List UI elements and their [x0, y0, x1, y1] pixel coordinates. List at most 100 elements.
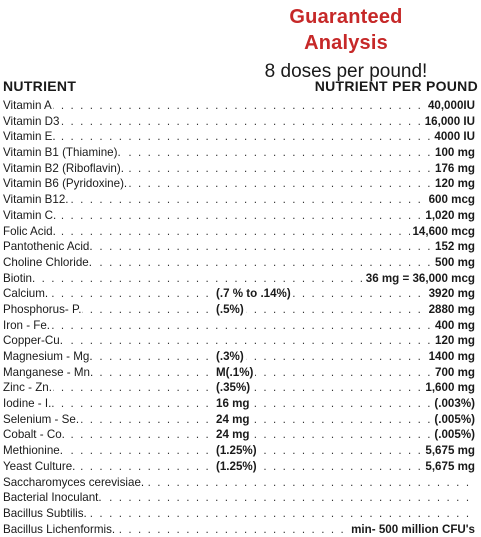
nutrient-row: . . . . . . . . . . . . . . . . . . . . …: [3, 474, 475, 491]
nutrient-row: . . . . . . . . . . . . . . . . . . . . …: [3, 301, 475, 318]
per-pound-column-header: NUTRIENT PER POUND: [314, 78, 478, 94]
nutrient-amount: 5,675 mg: [423, 458, 475, 475]
nutrient-row: . . . . . . . . . . . . . . . . . . . . …: [3, 411, 475, 428]
nutrient-name: Methionine.: [3, 443, 64, 459]
nutrient-percent: (.3%): [215, 349, 246, 365]
nutrient-amount: 152 mg: [433, 239, 475, 255]
nutrient-name: Vitamin B1 (Thiamine).: [3, 145, 122, 161]
nutrient-row: . . . . . . . . . . . . . . . . . . . . …: [3, 270, 475, 287]
nutrient-percent: 16 mg: [215, 396, 252, 412]
nutrient-row: . . . . . . . . . . . . . . . . . . . . …: [3, 160, 475, 177]
nutrient-amount: 500 mg: [433, 254, 475, 271]
nutrient-percent: 24 mg: [215, 427, 252, 444]
nutrient-row: . . . . . . . . . . . . . . . . . . . . …: [3, 207, 475, 224]
dot-leader: . . . . . . . . . . . . . . . . . . . . …: [3, 130, 475, 144]
column-headers: NUTRIENT NUTRIENT PER POUND: [3, 78, 478, 94]
dot-leader: . . . . . . . . . . . . . . . . . . . . …: [3, 99, 475, 112]
nutrient-name: Bacillus Subtilis.: [3, 505, 88, 522]
nutrient-percent: (.5%): [215, 301, 246, 318]
nutrient-name: Vitamin E.: [3, 129, 57, 146]
nutrient-amount: 3920 mg: [426, 286, 475, 302]
nutrient-amount: 400 mg: [433, 317, 475, 334]
nutrient-percent: (.35%): [215, 380, 253, 397]
nutrient-name: Folic Acid.: [3, 223, 57, 240]
nutrient-row: . . . . . . . . . . . . . . . . . . . . …: [3, 98, 475, 114]
nutrient-amount: (.005%): [432, 427, 475, 444]
nutrient-row: . . . . . . . . . . . . . . . . . . . . …: [3, 239, 475, 255]
nutrient-name: Bacterial Inoculant.: [3, 490, 103, 506]
page-subtitle: 8 doses per pound!: [264, 61, 428, 82]
nutrient-name: Yeast Culture.: [3, 458, 77, 475]
nutrient-amount: 5,675 mg: [423, 443, 475, 459]
nutrient-name: Biotin.: [3, 270, 37, 287]
nutrient-amount: 2880 mg: [426, 301, 475, 318]
nutrient-name: Choline Chloride.: [3, 254, 93, 271]
nutrient-row: . . . . . . . . . . . . . . . . . . . . …: [3, 333, 475, 349]
nutrient-row: . . . . . . . . . . . . . . . . . . . . …: [3, 505, 475, 522]
nutrient-name: Pantothenic Acid.: [3, 239, 94, 255]
page-title: Guaranteed Analysis: [289, 6, 403, 54]
nutrient-percent: 24 mg: [215, 411, 252, 428]
nutrient-name: Vitamin B2 (Riboflavin).: [3, 160, 125, 177]
nutrient-amount: min- 500 million CFU's: [349, 521, 475, 537]
dot-leader: . . . . . . . . . . . . . . . . . . . . …: [3, 114, 475, 128]
nutrient-percent: (1.25%): [215, 458, 259, 475]
dot-leader: . . . . . . . . . . . . . . . . . . . . …: [3, 224, 475, 238]
nutrient-name: Iron - Fe.: [3, 317, 52, 334]
nutrient-name: Zinc - Zn.: [3, 380, 53, 397]
nutrient-percent: (1.25%): [215, 443, 259, 459]
nutrient-amount: (.003%): [432, 396, 475, 412]
dot-leader: . . . . . . . . . . . . . . . . . . . . …: [3, 240, 475, 254]
nutrient-amount: 40,000IU: [425, 98, 475, 114]
nutrient-row: . . . . . . . . . . . . . . . . . . . . …: [3, 458, 475, 475]
nutrient-amount: 100 mg: [433, 145, 475, 161]
nutrient-amount: 120 mg: [433, 333, 475, 349]
dot-leader: . . . . . . . . . . . . . . . . . . . . …: [3, 193, 475, 207]
nutrient-percent: M(.1%): [215, 364, 256, 381]
nutrient-name: Bacillus Lichenformis.: [3, 521, 117, 537]
nutrient-name: Vitamin D3: [3, 113, 61, 130]
nutrient-name: Copper-Cu.: [3, 333, 64, 349]
nutrient-name: Calcium.: [3, 286, 50, 302]
nutrient-row: . . . . . . . . . . . . . . . . . . . . …: [3, 223, 475, 240]
nutrient-row: . . . . . . . . . . . . . . . . . . . . …: [3, 145, 475, 161]
nutrient-row: . . . . . . . . . . . . . . . . . . . . …: [3, 349, 475, 365]
nutrient-name: Vitamin B12.: [3, 192, 70, 208]
nutrient-amount: 600 mcg: [426, 192, 475, 208]
nutrient-name: Selenium - Se.: [3, 411, 81, 428]
nutrient-percent: (.7 % to .14%): [215, 286, 293, 302]
nutrient-amount: 4000 IU: [432, 129, 475, 146]
dot-leader: . . . . . . . . . . . . . . . . . . . . …: [3, 271, 475, 285]
nutrient-name: Saccharomyces cerevisiae.: [3, 474, 146, 491]
nutrient-name: Cobalt - Co.: [3, 427, 66, 444]
nutrient-row: . . . . . . . . . . . . . . . . . . . . …: [3, 521, 475, 537]
nutrient-amount: 1,600 mg: [423, 380, 475, 397]
analysis-header: Guaranteed Analysis 8 doses per pound!: [251, 4, 441, 84]
nutrient-amount: 16,000 IU: [422, 113, 475, 130]
nutrient-amount: 700 mg: [433, 364, 475, 381]
nutrient-row: . . . . . . . . . . . . . . . . . . . . …: [3, 113, 475, 130]
nutrient-amount: (.005%): [432, 411, 475, 428]
dot-leader: . . . . . . . . . . . . . . . . . . . . …: [3, 334, 475, 348]
nutrient-row: . . . . . . . . . . . . . . . . . . . . …: [3, 254, 475, 271]
nutrient-row: . . . . . . . . . . . . . . . . . . . . …: [3, 380, 475, 397]
nutrient-row: . . . . . . . . . . . . . . . . . . . . …: [3, 317, 475, 334]
nutrient-row: . . . . . . . . . . . . . . . . . . . . …: [3, 129, 475, 146]
nutrient-amount: 1400 mg: [426, 349, 475, 365]
nutrient-name: Magnesium - Mg.: [3, 349, 94, 365]
dot-leader: . . . . . . . . . . . . . . . . . . . . …: [3, 255, 475, 269]
nutrient-name: Vitamin C.: [3, 207, 58, 224]
nutrient-name: Phosphorus- P.: [3, 301, 83, 318]
nutrient-table: . . . . . . . . . . . . . . . . . . . . …: [3, 98, 475, 537]
nutrient-row: . . . . . . . . . . . . . . . . . . . . …: [3, 364, 475, 381]
nutrient-name: Vitamin B6 (Pyridoxine).: [3, 176, 129, 193]
nutrient-name: Manganese - Mn.: [3, 364, 95, 381]
nutrient-amount: 120 mg: [433, 176, 475, 193]
nutrient-row: . . . . . . . . . . . . . . . . . . . . …: [3, 490, 475, 506]
nutrient-row: . . . . . . . . . . . . . . . . . . . . …: [3, 396, 475, 412]
nutrient-row: . . . . . . . . . . . . . . . . . . . . …: [3, 192, 475, 208]
dot-leader: . . . . . . . . . . . . . . . . . . . . …: [3, 208, 475, 222]
nutrient-row: . . . . . . . . . . . . . . . . . . . . …: [3, 176, 475, 193]
nutrient-column-header: NUTRIENT: [3, 78, 77, 94]
nutrient-row: . . . . . . . . . . . . . . . . . . . . …: [3, 443, 475, 459]
